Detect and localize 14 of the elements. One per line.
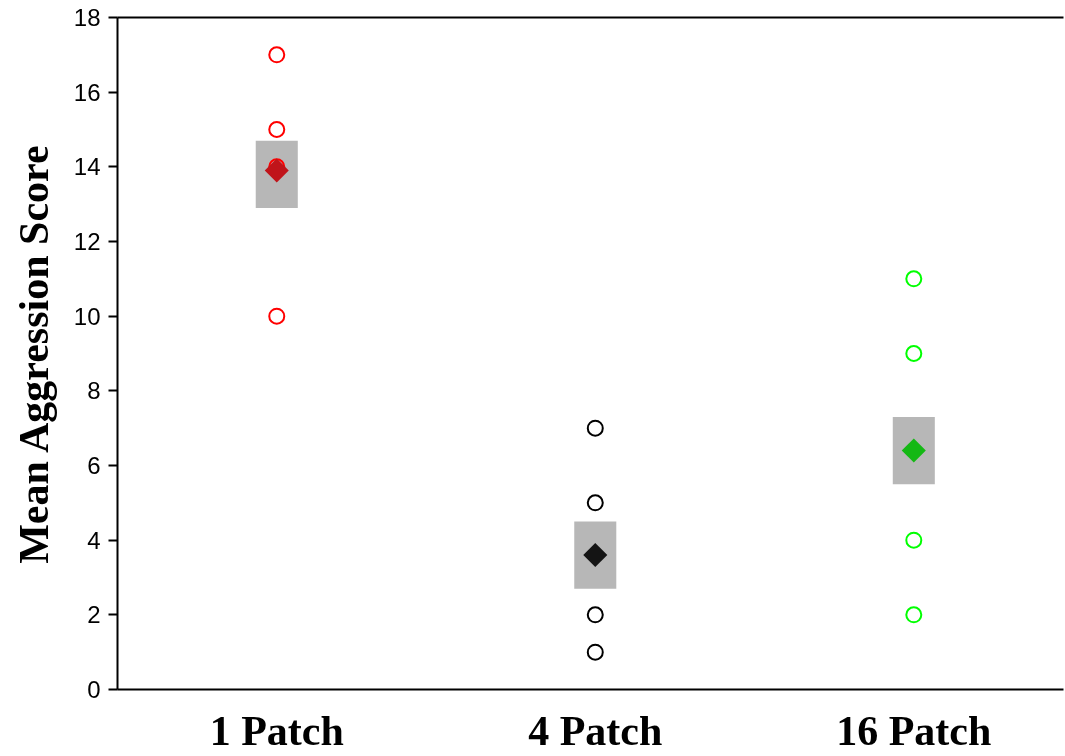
y-tick-label: 12 [73,228,101,255]
x-tick-label: 16 Patch [836,707,992,754]
y-tick-label: 14 [73,153,101,181]
y-tick-label: 16 [73,78,101,106]
y-tick-label: 18 [73,4,101,31]
x-tick-label: 4 Patch [528,707,663,754]
x-tick-label: 1 Patch [209,707,344,754]
y-axis-title: Mean Aggression Score [10,145,57,564]
y-tick-label: 8 [87,377,101,405]
y-tick-label: 2 [87,601,101,629]
y-tick-label: 4 [87,526,101,554]
y-tick-label: 10 [73,302,101,330]
y-tick-label: 6 [87,452,101,479]
y-tick-label: 0 [87,676,101,703]
